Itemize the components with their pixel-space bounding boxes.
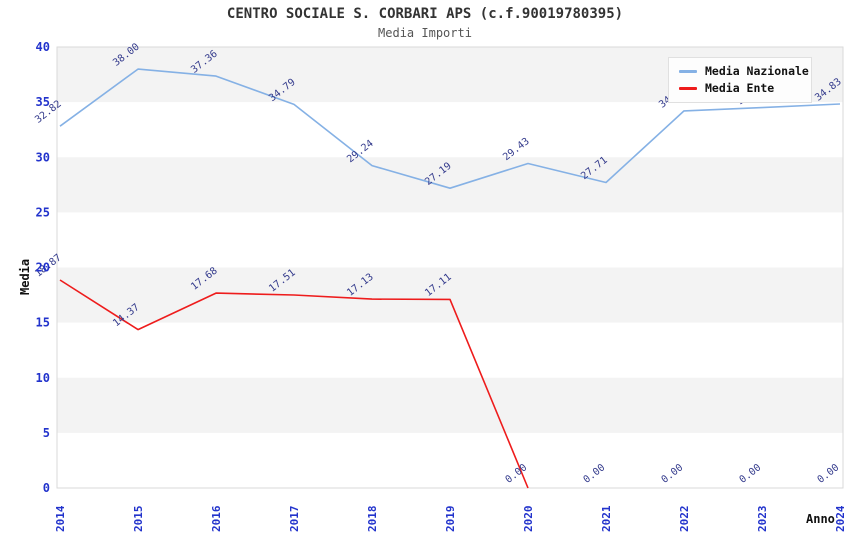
y-tick-label: 35 bbox=[36, 95, 50, 109]
series-line-media-nazionale bbox=[59, 68, 841, 189]
x-tick-label: 2018 bbox=[366, 506, 379, 533]
x-tick-label: 2024 bbox=[834, 505, 847, 532]
x-tick-label: 2014 bbox=[54, 505, 67, 532]
y-tick-label: 40 bbox=[36, 40, 50, 54]
x-axis-title: Anno bbox=[806, 512, 835, 526]
plot-border bbox=[56, 46, 844, 489]
y-tick-label: 25 bbox=[36, 205, 50, 219]
x-tick-label: 2021 bbox=[600, 505, 613, 532]
x-tick-label: 2023 bbox=[756, 506, 769, 533]
y-tick-label: 30 bbox=[36, 150, 50, 164]
y-tick-label: 20 bbox=[36, 261, 50, 275]
y-tick-label: 10 bbox=[36, 371, 50, 385]
legend: Media Nazionale Media Ente bbox=[668, 57, 812, 103]
x-tick-label: 2019 bbox=[444, 506, 457, 533]
chart-title: CENTRO SOCIALE S. CORBARI APS (c.f.90019… bbox=[226, 6, 624, 22]
plot-band bbox=[57, 267, 843, 323]
legend-item-media-ente[interactable]: Media Ente bbox=[679, 81, 811, 95]
legend-label: Media Ente bbox=[705, 81, 775, 95]
series-line-media-ente bbox=[59, 279, 529, 489]
x-tick-label: 2017 bbox=[288, 506, 301, 533]
y-tick-label: 15 bbox=[36, 316, 50, 330]
y-tick-label: 5 bbox=[43, 426, 50, 440]
x-tick-label: 2020 bbox=[522, 506, 535, 533]
chart-subtitle: Media Importi bbox=[378, 26, 472, 40]
x-tick-label: 2016 bbox=[210, 505, 223, 532]
plot-band bbox=[57, 377, 843, 433]
x-tick-label: 2015 bbox=[132, 506, 145, 533]
line-swatch-icon bbox=[679, 87, 697, 91]
y-tick-label: 0 bbox=[43, 481, 50, 495]
x-tick-label: 2022 bbox=[678, 506, 691, 533]
y-axis-title: Media bbox=[18, 258, 32, 295]
legend-item-media-nazionale[interactable]: Media Nazionale bbox=[679, 63, 811, 78]
line-swatch-icon bbox=[679, 69, 697, 73]
plot-band bbox=[57, 157, 843, 213]
legend-label: Media Nazionale bbox=[705, 63, 809, 78]
